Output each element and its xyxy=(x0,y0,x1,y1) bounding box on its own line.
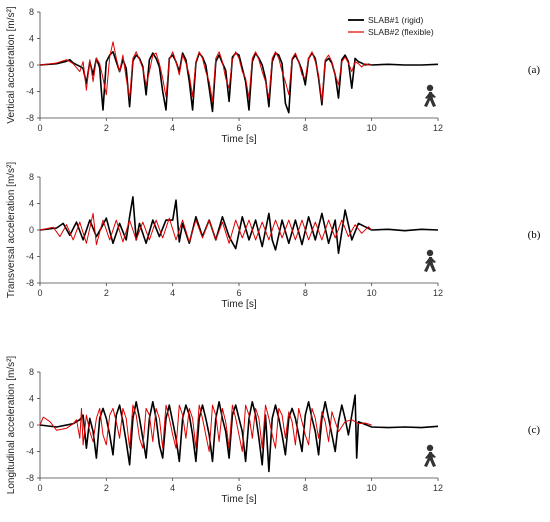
x-tick-label: 4 xyxy=(170,483,175,493)
icon-head xyxy=(426,444,434,452)
x-tick-label: 2 xyxy=(104,483,109,493)
icon-head xyxy=(426,249,434,257)
panel-label: (a) xyxy=(528,64,541,76)
x-tick-label: 8 xyxy=(303,483,308,493)
x-axis-label: Time [s] xyxy=(221,134,256,145)
y-tick-label: 0 xyxy=(29,225,34,235)
x-tick-label: 0 xyxy=(37,483,42,493)
icon-arms xyxy=(425,258,436,264)
panel-label: (c) xyxy=(528,424,541,436)
x-tick-label: 4 xyxy=(170,123,175,133)
y-tick-label: 8 xyxy=(29,172,34,182)
y-tick-label: 0 xyxy=(29,420,34,430)
icon-arms xyxy=(425,453,436,459)
x-tick-label: 0 xyxy=(37,123,42,133)
walking-person-icon xyxy=(424,249,436,272)
y-tick-label: -8 xyxy=(26,278,34,288)
y-tick-label: -8 xyxy=(26,113,34,123)
x-tick-label: 2 xyxy=(104,123,109,133)
series-line-slab2-flexible xyxy=(39,41,372,102)
x-tick-label: 10 xyxy=(367,483,377,493)
x-tick-label: 10 xyxy=(367,123,377,133)
x-tick-label: 12 xyxy=(433,483,443,493)
x-axis-label: Time [s] xyxy=(221,494,256,505)
icon-arms xyxy=(425,93,436,99)
y-tick-label: 8 xyxy=(29,7,34,17)
x-tick-label: 6 xyxy=(236,123,241,133)
icon-head xyxy=(426,84,434,92)
y-axis-label: Transversal acceleration [m/s²] xyxy=(6,162,17,299)
y-tick-label: -4 xyxy=(26,447,34,457)
y-tick-label: -4 xyxy=(26,87,34,97)
x-tick-label: 2 xyxy=(104,288,109,298)
x-tick-label: 6 xyxy=(236,483,241,493)
icon-body xyxy=(424,452,436,467)
x-tick-label: 8 xyxy=(303,123,308,133)
series-line-slab1-rigid xyxy=(39,196,439,254)
series-line-slab1-rigid xyxy=(39,50,439,114)
x-tick-label: 0 xyxy=(37,288,42,298)
y-axis-label: Vertical acceleration [m/s²] xyxy=(6,6,17,123)
series-line-slab2-flexible xyxy=(39,212,373,246)
legend-label-slab1-rigid: SLAB#1 (rigid) xyxy=(368,15,423,25)
series-line-slab2-flexible xyxy=(39,404,372,452)
walking-person-icon xyxy=(424,444,436,467)
panel-b: -8 -4 0 4 8 0 2 4 6 8 10 12 Time [s] Transversal acce… xyxy=(6,162,541,310)
x-tick-label: 12 xyxy=(433,288,443,298)
panel-c: -8 -4 0 4 8 0 2 4 6 8 10 12 Time [s] Longitudinal acc… xyxy=(6,356,540,505)
y-tick-label: -4 xyxy=(26,252,34,262)
y-tick-label: -8 xyxy=(26,473,34,483)
panel-a: -8 -4 0 4 8 0 2 4 6 8 10 12 Time [s] Vertical acceler… xyxy=(6,6,540,145)
legend-label-slab2-flexible: SLAB#2 (flexible) xyxy=(368,27,434,37)
y-axis-label: Longitudinal acceleration [m/s²] xyxy=(6,356,17,495)
legend: SLAB#1 (rigid) SLAB#2 (flexible) xyxy=(348,15,434,37)
icon-body xyxy=(424,92,436,107)
y-tick-label: 4 xyxy=(29,34,34,44)
y-tick-label: 0 xyxy=(29,60,34,70)
panel-label: (b) xyxy=(528,229,541,241)
walking-person-icon xyxy=(424,84,436,107)
x-tick-label: 4 xyxy=(170,288,175,298)
icon-body xyxy=(424,257,436,272)
x-tick-label: 12 xyxy=(433,123,443,133)
x-tick-label: 6 xyxy=(236,288,241,298)
x-tick-label: 8 xyxy=(303,288,308,298)
y-tick-label: 4 xyxy=(29,199,34,209)
y-tick-label: 4 xyxy=(29,394,34,404)
x-tick-label: 10 xyxy=(367,288,377,298)
y-tick-label: 8 xyxy=(29,367,34,377)
x-axis-label: Time [s] xyxy=(221,299,256,310)
